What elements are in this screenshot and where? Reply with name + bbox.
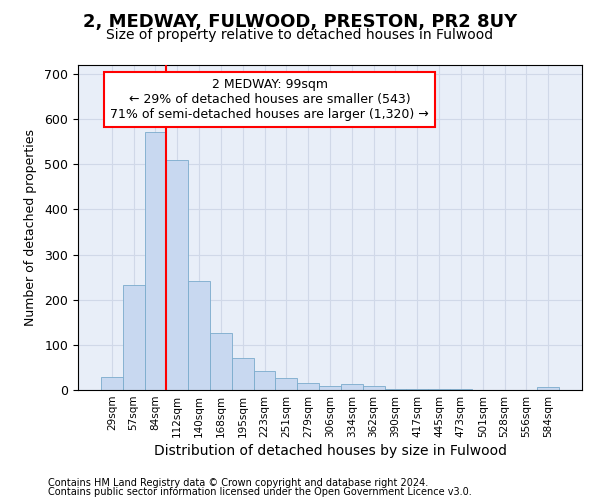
Text: 2 MEDWAY: 99sqm
← 29% of detached houses are smaller (543)
71% of semi-detached : 2 MEDWAY: 99sqm ← 29% of detached houses… xyxy=(110,78,429,121)
Bar xyxy=(385,388,406,390)
Text: Contains public sector information licensed under the Open Government Licence v3: Contains public sector information licen… xyxy=(48,487,472,497)
Bar xyxy=(145,132,166,390)
Bar xyxy=(450,389,472,390)
Bar xyxy=(188,281,210,390)
Bar xyxy=(537,388,559,390)
Bar xyxy=(166,160,188,390)
Text: Contains HM Land Registry data © Crown copyright and database right 2024.: Contains HM Land Registry data © Crown c… xyxy=(48,478,428,488)
Bar xyxy=(319,386,341,390)
Bar xyxy=(406,388,428,390)
Bar xyxy=(123,286,145,390)
Bar xyxy=(297,383,319,390)
Text: Size of property relative to detached houses in Fulwood: Size of property relative to detached ho… xyxy=(106,28,494,42)
Bar xyxy=(210,333,232,390)
Bar xyxy=(341,384,363,390)
Bar xyxy=(363,386,385,390)
Y-axis label: Number of detached properties: Number of detached properties xyxy=(25,129,37,326)
Bar xyxy=(101,378,123,390)
Bar xyxy=(232,358,254,390)
Bar xyxy=(254,371,275,390)
Bar xyxy=(428,388,450,390)
Bar xyxy=(275,378,297,390)
X-axis label: Distribution of detached houses by size in Fulwood: Distribution of detached houses by size … xyxy=(154,444,506,458)
Text: 2, MEDWAY, FULWOOD, PRESTON, PR2 8UY: 2, MEDWAY, FULWOOD, PRESTON, PR2 8UY xyxy=(83,12,517,30)
